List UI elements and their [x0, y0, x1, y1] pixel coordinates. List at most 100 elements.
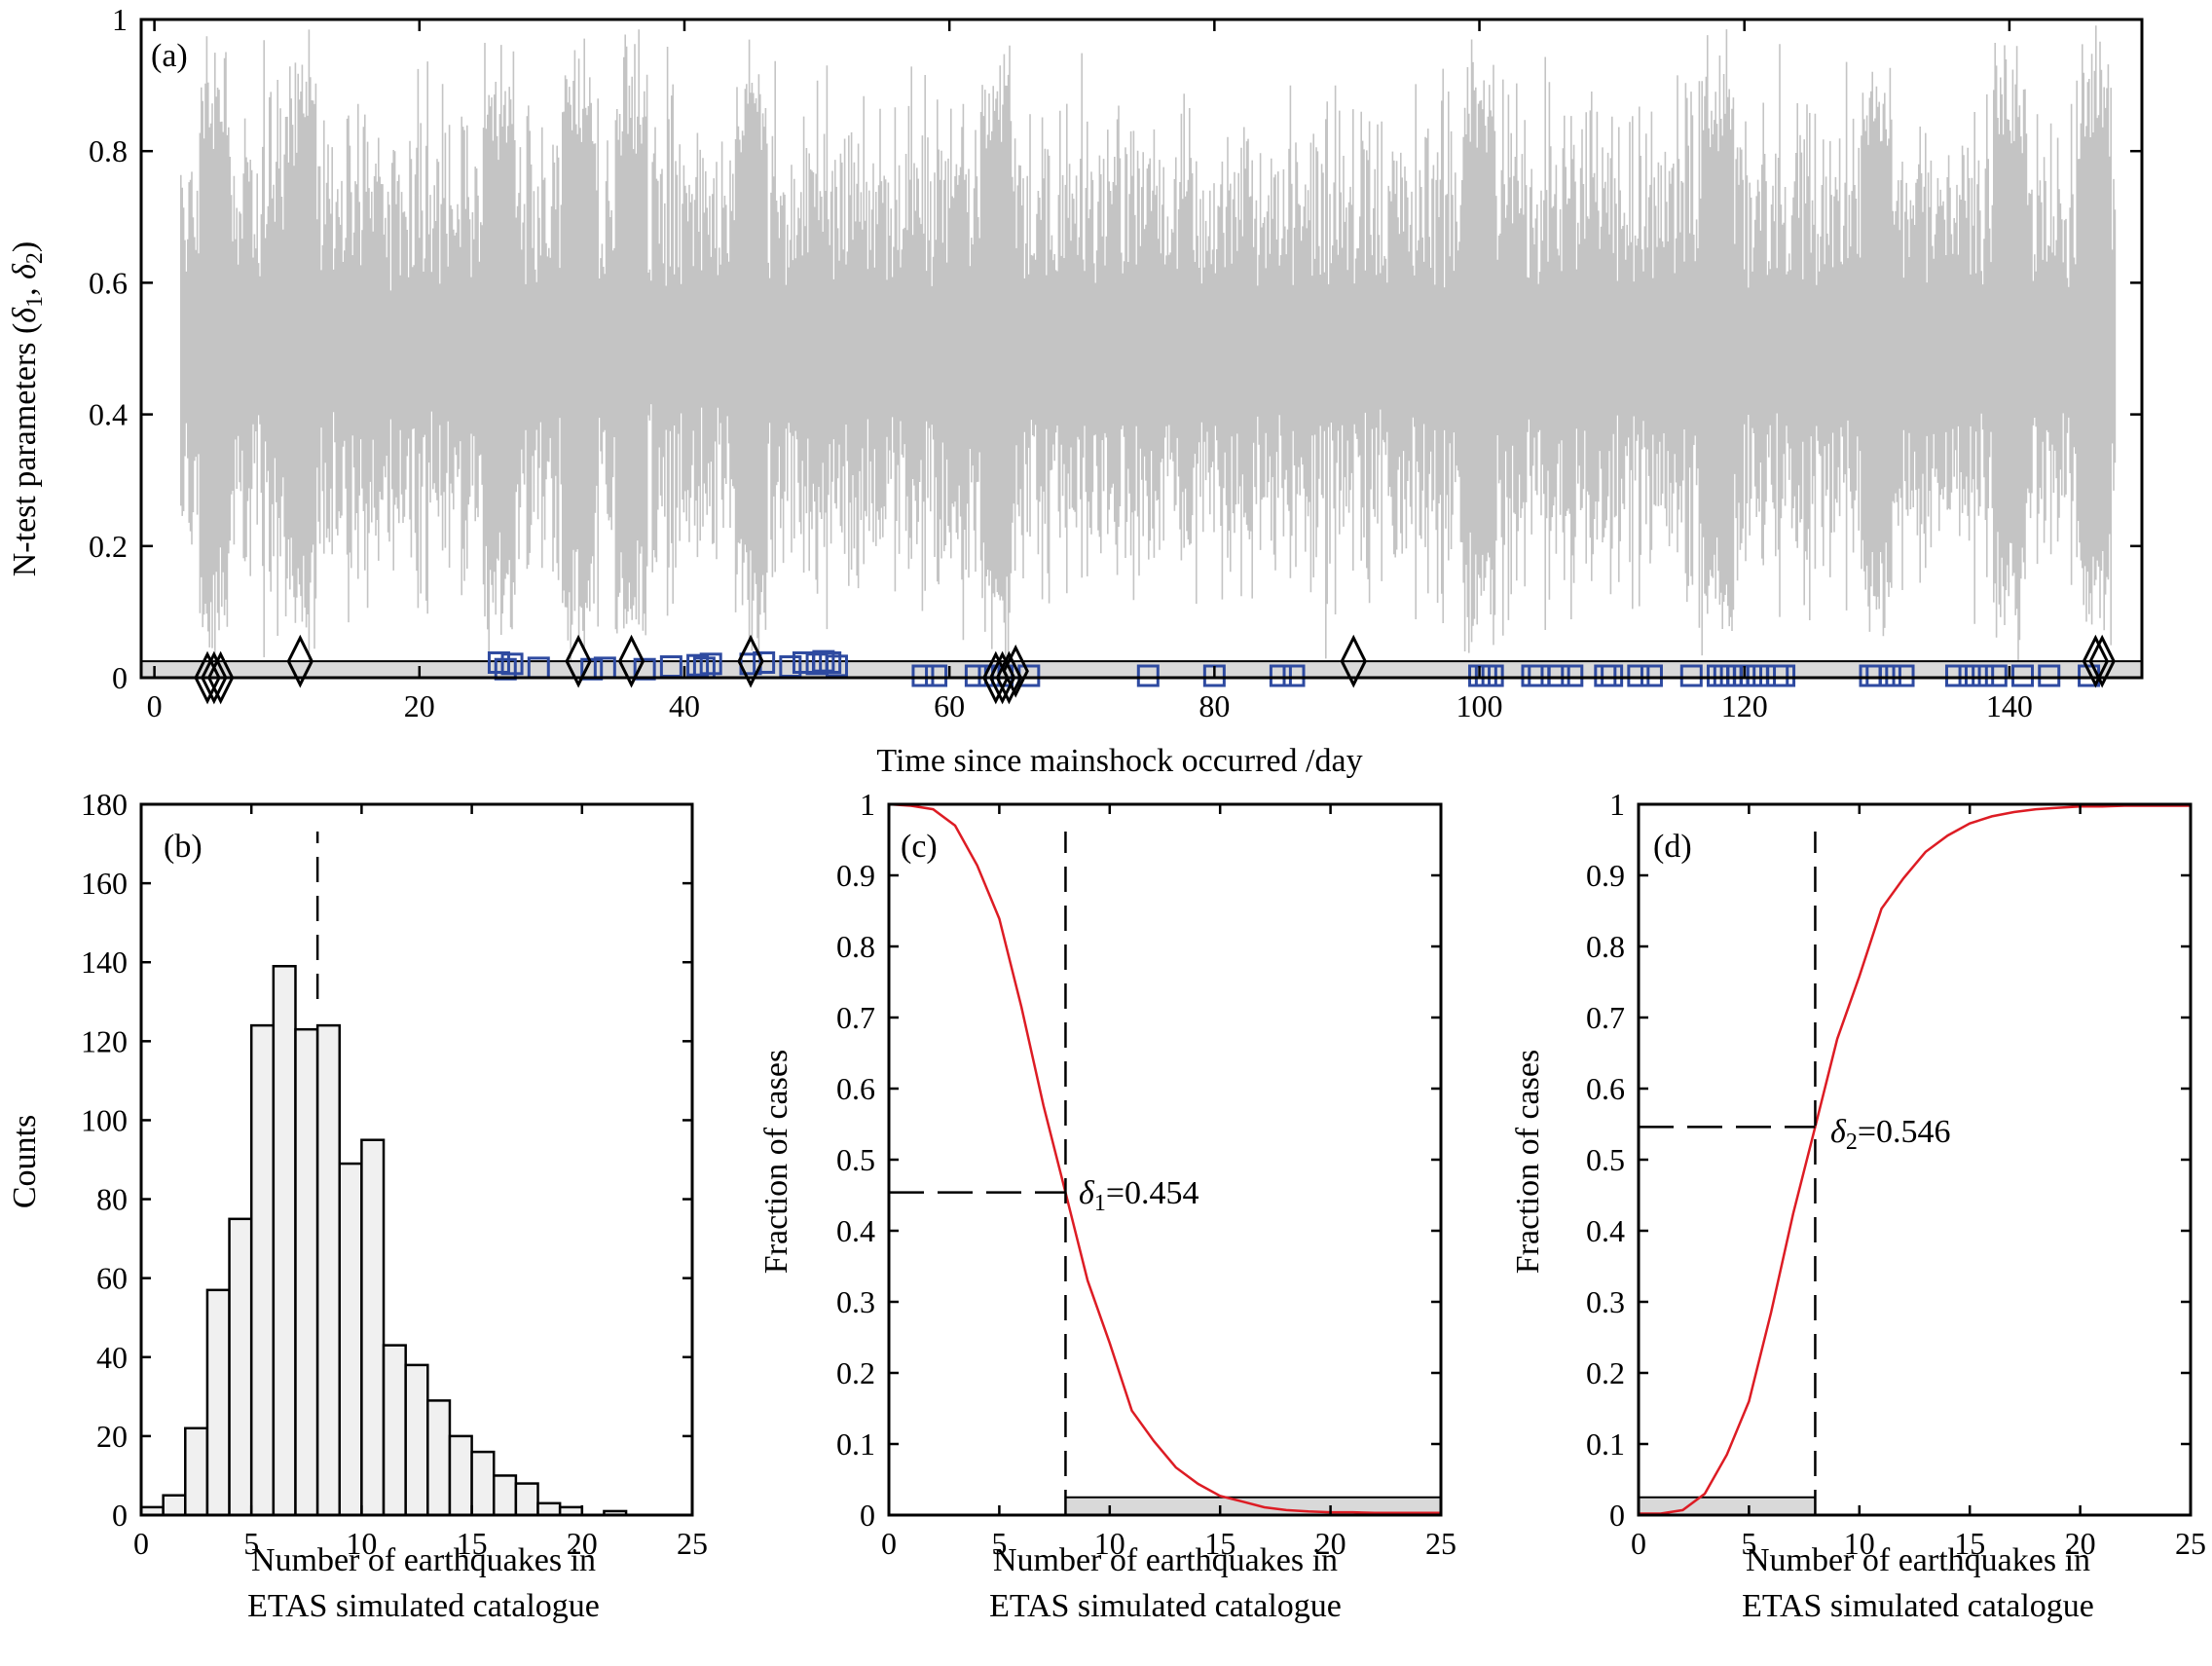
a-y-axis-label: N-test parameters (δ1, δ2) — [7, 241, 48, 577]
d-x-tick-label: 10 — [1844, 1526, 1875, 1561]
d-y-tick-label: 0.8 — [1586, 929, 1625, 964]
c-x-tick-label: 15 — [1204, 1526, 1235, 1561]
b-bar — [205, 1288, 231, 1517]
b-bar — [514, 1482, 539, 1517]
panel-b-histogram: 0 5 10 15 20 25 0 20 40 60 80 100 120 140 160 180 (b) N… — [7, 787, 708, 1624]
a-square-marker — [1944, 664, 1968, 687]
c-y-tick-label: 0.2 — [836, 1355, 875, 1390]
a-diamond-marker — [286, 634, 313, 688]
a-diamond-marker — [988, 650, 1016, 705]
b-x-tick-label: 15 — [457, 1526, 488, 1561]
a-square-marker — [487, 650, 510, 674]
b-y-tick-label: 140 — [81, 944, 128, 980]
a-x-tick-label: 40 — [669, 688, 700, 723]
d-x-axis-label-line1: Number of earthquakes in — [1746, 1542, 2090, 1578]
b-y-tick-label: 60 — [96, 1261, 128, 1296]
panel-c-cdf: 0 5 10 15 20 2500.10.20.30.40.50.60.70.80.91 … — [758, 787, 1456, 1624]
a-noise-path — [180, 25, 2117, 672]
d-x-tick-label: 0 — [1631, 1526, 1646, 1561]
b-bar — [184, 1426, 209, 1517]
b-bar — [448, 1434, 473, 1517]
b-x-tick-label: 5 — [243, 1526, 259, 1561]
a-square-marker — [1679, 664, 1703, 687]
b-bar — [249, 1023, 276, 1517]
a-y-tick-label: 0.6 — [89, 265, 128, 300]
c-y-tick-label: 0 — [860, 1498, 875, 1533]
d-axes: 0 5 10 15 20 25 0 0.1 0.2 0.3 0.4 0.5 0.6 0.7 0.8 0.9 1 — [1586, 787, 2206, 1561]
c-panel-label: (c) — [901, 829, 938, 865]
c-y-tick-label: 0.8 — [836, 929, 875, 964]
d-y-tick-label: 0.6 — [1586, 1071, 1625, 1106]
d-y-tick-label: 0.7 — [1586, 1000, 1625, 1035]
b-x-tick-label: 25 — [677, 1526, 708, 1561]
a-square-marker — [699, 652, 722, 676]
a-diamond-marker — [201, 650, 228, 705]
a-diamond-marker — [2082, 634, 2110, 688]
a-square-marker — [1601, 664, 1624, 687]
c-delta-annotation: δ1=0.454 — [1079, 1175, 1199, 1216]
c-y-axis-label: Fraction of cases — [758, 1050, 794, 1274]
a-x-tick-label: 80 — [1198, 688, 1230, 723]
a-axes: 0 20 40 60 80 100 120 140 0 0.2 0.4 0.6 0.8 1 — [89, 2, 2144, 723]
b-bar — [492, 1474, 518, 1517]
c-x-tick-label: 20 — [1315, 1526, 1346, 1561]
b-bar — [338, 1162, 363, 1517]
d-y-tick-label: 0.9 — [1586, 858, 1625, 893]
c-x-tick-label: 5 — [991, 1526, 1007, 1561]
a-rejected-markers — [194, 634, 2116, 705]
b-y-tick-label: 0 — [112, 1498, 128, 1533]
a-square-marker — [1958, 664, 1981, 687]
b-x-axis-label-line2: ETAS simulated catalogue — [247, 1588, 600, 1624]
a-square-marker — [686, 653, 710, 677]
b-bar — [536, 1501, 562, 1517]
b-bar — [426, 1399, 452, 1517]
b-bar — [272, 965, 297, 1517]
a-x-tick-label: 0 — [147, 688, 163, 723]
a-diamond-marker — [2088, 634, 2116, 688]
a-x-tick-label: 140 — [1986, 688, 2033, 723]
a-diamond-marker — [206, 650, 235, 705]
b-y-tick-label: 40 — [96, 1340, 128, 1375]
a-diamond-marker — [995, 650, 1023, 705]
a-diamond-marker — [617, 634, 645, 688]
b-axes: 0 5 10 15 20 25 0 20 40 60 80 100 120 140 160 180 — [81, 787, 708, 1561]
d-x-tick-label: 15 — [1954, 1526, 1985, 1561]
d-x-tick-label: 25 — [2175, 1526, 2206, 1561]
b-y-tick-label: 80 — [96, 1182, 128, 1217]
c-y-tick-label: 0.5 — [836, 1142, 875, 1177]
a-plot-frame — [139, 18, 2144, 680]
c-x-tick-label: 25 — [1425, 1526, 1456, 1561]
a-x-tick-label: 60 — [934, 688, 965, 723]
b-bar — [315, 1023, 342, 1517]
a-square-marker — [1627, 664, 1650, 687]
a-x-tick-label: 100 — [1456, 688, 1503, 723]
b-y-tick-label: 100 — [81, 1102, 128, 1137]
a-square-marker — [1282, 664, 1306, 687]
b-x-axis-label-line1: Number of earthquakes in — [251, 1542, 596, 1578]
b-bar — [228, 1217, 253, 1517]
d-y-tick-label: 0.1 — [1586, 1426, 1625, 1462]
b-bar — [470, 1450, 496, 1517]
b-x-tick-label: 0 — [133, 1526, 149, 1561]
a-square-marker — [2011, 664, 2035, 687]
a-square-marker — [1984, 664, 2008, 687]
b-bars — [139, 965, 628, 1517]
a-square-marker — [1865, 664, 1889, 687]
a-square-marker — [925, 664, 948, 687]
d-fraction-curve — [1639, 804, 2191, 1515]
d-x-axis-label-line2: ETAS simulated catalogue — [1742, 1588, 2094, 1624]
c-x-tick-label: 0 — [881, 1526, 897, 1561]
b-plot-frame — [139, 802, 694, 1517]
a-square-marker — [2038, 664, 2061, 687]
a-square-marker — [911, 664, 935, 687]
a-square-marker — [500, 652, 524, 676]
c-x-axis-label-line1: Number of earthquakes in — [993, 1542, 1338, 1578]
a-square-marker — [753, 650, 776, 674]
b-y-tick-label: 120 — [81, 1023, 128, 1058]
c-y-tick-label: 0.6 — [836, 1071, 875, 1106]
a-y-tick-label: 1 — [112, 2, 128, 37]
b-x-tick-label: 10 — [346, 1526, 377, 1561]
b-bar — [162, 1494, 187, 1517]
d-x-tick-label: 20 — [2065, 1526, 2096, 1561]
c-y-tick-label: 0.1 — [836, 1426, 875, 1462]
